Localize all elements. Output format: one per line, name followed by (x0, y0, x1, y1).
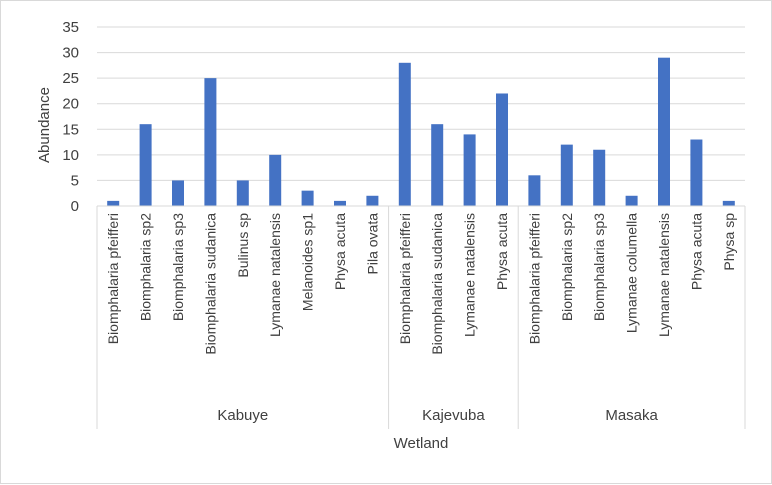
category-label: Bulinus sp (235, 213, 251, 278)
category-label: Physa acuta (688, 213, 704, 290)
group-label: Kajevuba (422, 407, 485, 424)
category-label: Pila ovata (364, 213, 380, 275)
category-labels: Biomphalaria pfeifferi Biomphalaria sp2 Bi… (105, 213, 737, 355)
category-label: Biomphalaria sp3 (591, 213, 607, 321)
category-label: Biomphalaria sudanica (429, 213, 445, 355)
gridlines (97, 26, 745, 181)
category-label: Melanoides sp1 (300, 213, 316, 311)
group-label: Masaka (605, 407, 658, 424)
y-tick-label: 20 (62, 96, 79, 113)
bar (690, 139, 703, 206)
y-tick-label: 35 (62, 19, 79, 36)
category-label: Physa acuta (332, 213, 348, 290)
bar (204, 78, 217, 206)
category-label: Biomphalaria pfeifferi (105, 213, 121, 344)
bar (107, 200, 120, 206)
bar (172, 180, 184, 206)
bar (431, 124, 444, 206)
category-label: Lymanae natalensis (656, 213, 672, 337)
bar (593, 149, 606, 206)
y-tick-label: 25 (62, 70, 79, 87)
bars (107, 57, 735, 206)
bar (625, 195, 638, 206)
group-labels: Kabuye Kajevuba Masaka (217, 407, 658, 424)
bar (334, 200, 346, 206)
category-label: Biomphalaria sp2 (559, 213, 575, 321)
bar (301, 190, 314, 206)
category-label: Biomphalaria sp2 (138, 213, 154, 321)
bar (658, 57, 670, 206)
category-label: Lymanae columella (624, 213, 640, 333)
x-axis (96, 205, 746, 429)
bar (139, 124, 152, 206)
bar (398, 62, 411, 206)
bar (560, 144, 573, 206)
category-label: Biomphalaria sp3 (170, 213, 186, 321)
category-label: Biomphalaria sudanica (202, 213, 218, 355)
y-axis-ticks: 0 5 10 15 20 25 30 35 (62, 19, 79, 215)
x-axis-title: Wetland (394, 435, 449, 452)
bar (236, 180, 249, 206)
bar (528, 175, 541, 206)
y-tick-label: 0 (71, 198, 79, 215)
bar (269, 154, 282, 206)
y-tick-label: 15 (62, 121, 79, 138)
bar (366, 195, 379, 206)
y-tick-label: 5 (71, 172, 79, 189)
category-label: Lymanae natalensis (462, 213, 478, 337)
bar (496, 93, 508, 206)
category-label: Lymanae natalensis (267, 213, 283, 337)
category-label: Biomphalaria pfeifferi (526, 213, 542, 344)
bar (463, 134, 476, 206)
category-label: Biomphalaria pfeifferi (397, 213, 413, 344)
group-label: Kabuye (217, 407, 268, 424)
y-axis-title: Abundance (36, 87, 53, 163)
category-label: Physa sp (721, 213, 737, 271)
y-tick-label: 10 (62, 147, 79, 164)
bar (722, 200, 735, 206)
y-tick-label: 30 (62, 45, 79, 62)
category-label: Physa acuta (494, 213, 510, 290)
